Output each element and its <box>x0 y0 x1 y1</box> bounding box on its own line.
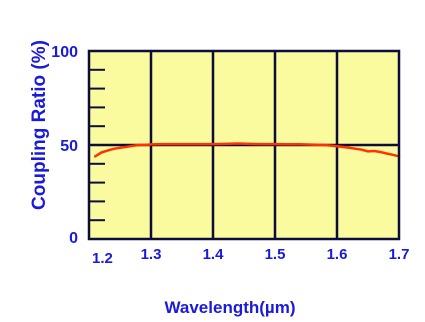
x-tick-label-1.7: 1.7 <box>389 246 410 263</box>
y-tick-label-100: 100 <box>51 44 78 61</box>
y-minor-ticks <box>89 68 105 222</box>
x-tick-label-1.2: 1.2 <box>92 250 113 267</box>
plot-border <box>87 49 401 241</box>
y-tick-label-0: 0 <box>69 230 78 247</box>
x-tick-label-1.6: 1.6 <box>327 246 348 263</box>
x-tick-label-1.3: 1.3 <box>141 246 162 263</box>
x-tick-label-1.4: 1.4 <box>203 246 225 263</box>
x-axis-label: Wavelength(µm) <box>164 298 295 317</box>
x-tick-label-1.5: 1.5 <box>265 246 286 263</box>
y-tick-labels: 0 50 100 <box>51 44 78 247</box>
y-axis-label: Coupling Ratio (%) <box>29 40 50 210</box>
x-tick-labels: 1.2 1.3 1.4 1.5 1.6 1.7 <box>92 246 409 267</box>
y-tick-label-50: 50 <box>60 138 78 155</box>
series-line <box>93 142 401 158</box>
